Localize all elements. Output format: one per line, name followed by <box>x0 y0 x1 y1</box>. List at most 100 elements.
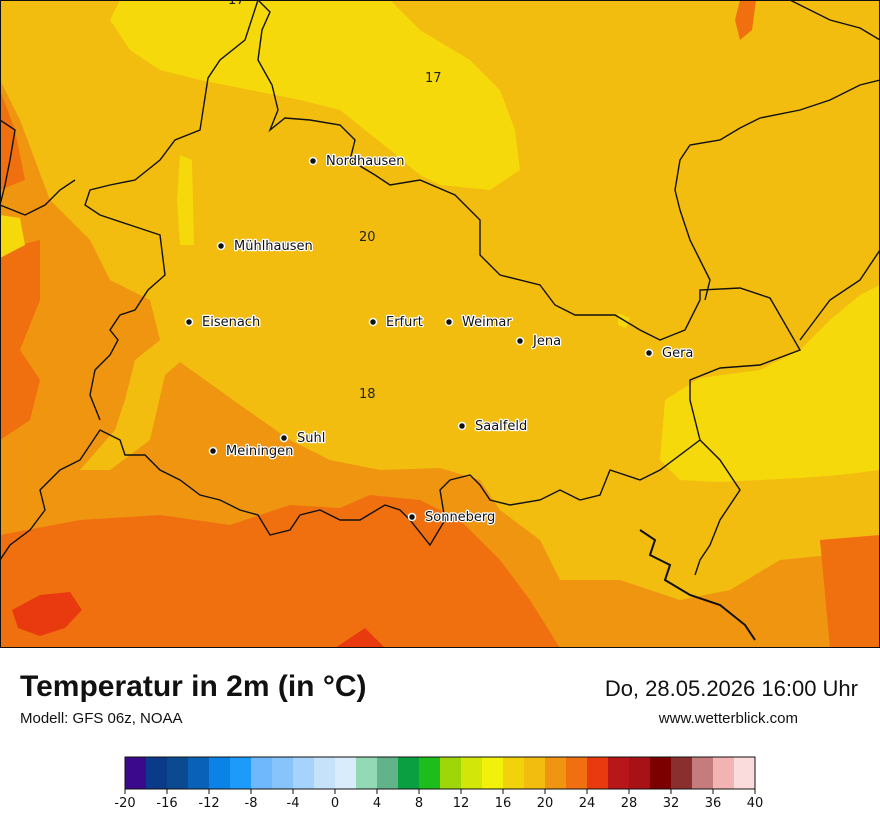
legend-tick-label: 24 <box>579 796 596 811</box>
legend-swatch <box>629 757 651 789</box>
city-label: Jena <box>532 334 561 349</box>
legend-swatch <box>230 757 252 789</box>
border-west-segment <box>84 0 259 421</box>
legend-swatch <box>734 757 756 789</box>
legend-swatch <box>671 757 693 789</box>
city-label: Eisenach <box>202 315 260 330</box>
legend-swatch <box>650 757 672 789</box>
city-label: Weimar <box>462 315 512 330</box>
city-gera: Gera <box>644 345 695 362</box>
legend-swatch <box>293 757 315 789</box>
contour-label: 18 <box>359 387 376 402</box>
legend-tick-label: -12 <box>198 796 219 811</box>
city-marker <box>515 336 525 346</box>
state-border-thuringia <box>0 0 802 561</box>
temp-zone-16-18-north <box>110 0 520 190</box>
legend-swatch <box>167 757 189 789</box>
legend-ticks: -20 -16 -12 -8 -4 0 4 8 12 16 20 24 28 32 36 40 <box>114 789 763 811</box>
temp-zone-22-24-east <box>820 535 880 648</box>
temp-zone-22-24-west <box>0 90 25 190</box>
legend-swatch <box>125 757 147 789</box>
city-meiningen: Meiningen <box>208 443 295 460</box>
city-eisenach: Eisenach <box>184 314 261 331</box>
legend-swatch <box>398 757 420 789</box>
city-marker <box>407 512 417 522</box>
legend-swatch <box>335 757 357 789</box>
city-marker <box>184 317 194 327</box>
legend-tick-label: -16 <box>156 796 177 811</box>
legend-tick-label: 40 <box>747 796 764 811</box>
legend-swatch <box>146 757 168 789</box>
temp-zone-20-22 <box>0 80 880 648</box>
legend-tick-label: 0 <box>331 796 339 811</box>
legend-tick-label: -8 <box>245 796 258 811</box>
city-label: Meiningen <box>226 444 293 459</box>
city-marker <box>208 446 218 456</box>
city-weimar: Weimar <box>444 314 514 331</box>
legend-swatch <box>440 757 462 789</box>
legend-swatch <box>587 757 609 789</box>
legend-swatch <box>251 757 273 789</box>
legend-swatch <box>419 757 441 789</box>
temp-zone-24-26 <box>12 592 82 636</box>
legend-swatch <box>209 757 231 789</box>
temperature-map: 17 17 20 18 Nordhausen Mühlhausen Eisena… <box>0 0 880 648</box>
border-northeast <box>789 0 880 41</box>
legend-swatch <box>692 757 714 789</box>
temp-zone-22-24 <box>0 240 40 440</box>
city-label: Saalfeld <box>475 419 527 434</box>
legend-swatch <box>377 757 399 789</box>
city-jena: Jena <box>515 333 562 350</box>
legend-swatch <box>545 757 567 789</box>
legend-swatch <box>272 757 294 789</box>
legend-tick-label: 36 <box>705 796 722 811</box>
city-label: Suhl <box>297 431 325 446</box>
legend-swatch <box>566 757 588 789</box>
city-sonneberg: Sonneberg <box>407 509 497 526</box>
border-east-b <box>799 249 880 341</box>
legend-tick-label: -4 <box>287 796 300 811</box>
city-label: Nordhausen <box>326 154 405 169</box>
legend-tick-label: 16 <box>495 796 512 811</box>
temp-zone-16-18-strip <box>177 155 194 245</box>
city-marker <box>308 156 318 166</box>
legend-swatch <box>608 757 630 789</box>
contour-label: 17 <box>228 0 245 8</box>
website-credit: www.wetterblick.com <box>658 710 798 727</box>
city-label: Mühlhausen <box>234 239 313 254</box>
city-marker <box>644 348 654 358</box>
legend-swatch <box>713 757 735 789</box>
temp-zone-16-18-west <box>0 215 25 258</box>
contour-label: 17 <box>425 71 442 86</box>
legend-frame <box>124 756 756 790</box>
model-info: Modell: GFS 06z, NOAA <box>20 710 183 727</box>
temp-zone-16-18-east <box>660 285 880 482</box>
legend-tick-label: -20 <box>114 796 135 811</box>
legend-swatch <box>482 757 504 789</box>
city-marker <box>216 241 226 251</box>
legend-swatches <box>124 756 756 790</box>
legend-tick-label: 28 <box>621 796 638 811</box>
legend-swatch <box>314 757 336 789</box>
legend-swatch <box>461 757 483 789</box>
legend-swatch <box>503 757 525 789</box>
border-southeast-b <box>694 439 741 576</box>
legend-tick-label: 20 <box>537 796 554 811</box>
city-marker <box>279 433 289 443</box>
legend-tick-label: 32 <box>663 796 680 811</box>
city-saalfeld: Saalfeld <box>457 418 529 435</box>
border-east <box>674 79 880 301</box>
city-label: Gera <box>662 346 693 361</box>
border-southeast <box>639 529 756 641</box>
legend-swatch <box>188 757 210 789</box>
legend-tick-label: 4 <box>373 796 381 811</box>
city-label: Sonneberg <box>425 510 495 525</box>
color-legend: -20 -16 -12 -8 -4 0 4 8 12 16 20 24 28 32 36 40 <box>114 756 763 811</box>
city-label: Erfurt <box>386 315 423 330</box>
legend-tick-label: 12 <box>453 796 470 811</box>
city-marker <box>457 421 467 431</box>
city-suhl: Suhl <box>279 430 327 447</box>
city-muehlhausen: Mühlhausen <box>216 238 314 255</box>
legend-swatch <box>524 757 546 789</box>
map-title: Temperatur in 2m (in °C) <box>20 670 367 703</box>
